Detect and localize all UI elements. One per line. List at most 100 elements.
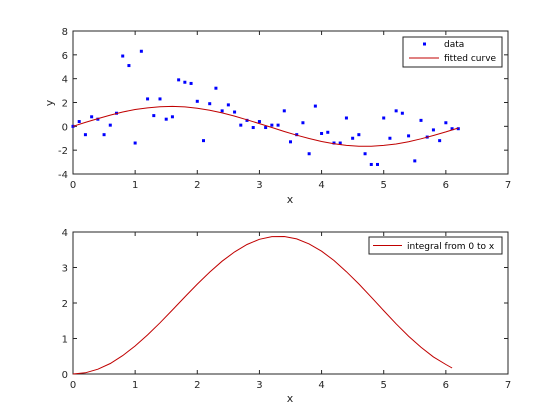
top-data-point xyxy=(338,141,342,145)
top-data-point xyxy=(133,141,137,145)
top-data-point xyxy=(257,120,261,124)
top-data-point xyxy=(220,109,224,113)
bottom-y-tick-label: 2 xyxy=(62,299,68,310)
top-x-tick-label: 1 xyxy=(132,180,138,191)
bottom-x-tick-label: 5 xyxy=(381,380,387,391)
top-data-point xyxy=(276,123,280,127)
top-data-point xyxy=(77,120,81,124)
top-data-point xyxy=(388,136,392,140)
top-legend: data fitted curve xyxy=(402,36,503,68)
bottom-tick-labels: 0 1 2 3 4 5 6 7 0 1 2 3 4 xyxy=(62,228,512,391)
top-data-point xyxy=(239,123,243,127)
bottom-plot-marks xyxy=(72,235,453,375)
top-data-point xyxy=(320,131,324,135)
top-tick-labels: 0 1 2 3 4 5 6 7 -4 -2 0 2 4 6 8 xyxy=(58,27,511,191)
top-y-axis-label: y xyxy=(43,99,56,106)
top-data-point xyxy=(146,97,150,101)
top-data-point xyxy=(90,115,94,119)
bottom-legend: integral from 0 to x xyxy=(368,236,503,255)
top-legend-label-data: data xyxy=(444,40,464,50)
top-x-tick-label: 7 xyxy=(505,180,511,191)
top-data-point xyxy=(456,127,460,131)
top-data-point xyxy=(127,64,131,68)
top-data-point xyxy=(313,104,317,108)
top-data-point xyxy=(369,162,373,166)
bottom-x-tick-label: 7 xyxy=(505,380,511,391)
top-x-tick-label: 3 xyxy=(256,180,262,191)
top-data-point xyxy=(189,81,193,85)
top-data-point xyxy=(363,152,367,156)
bottom-x-tick-label: 1 xyxy=(132,380,138,391)
bottom-y-tick-label: 3 xyxy=(62,264,68,275)
bottom-x-tick-label: 2 xyxy=(194,380,200,391)
top-data-point xyxy=(170,115,174,119)
bottom-subplot: 0 1 2 3 4 5 6 7 0 1 2 3 4 x integral from 0 to x xyxy=(62,228,512,405)
bottom-x-tick-label: 4 xyxy=(318,380,324,391)
top-plot-marks xyxy=(71,49,460,166)
bottom-y-tick-label: 1 xyxy=(62,335,68,346)
top-data-point xyxy=(419,118,423,122)
top-data-point xyxy=(444,121,448,125)
top-y-tick-label: 0 xyxy=(62,122,68,133)
top-y-tick-label: -2 xyxy=(58,146,68,157)
top-data-point xyxy=(102,133,106,137)
top-ticks xyxy=(72,30,509,175)
top-data-point xyxy=(202,139,205,143)
top-data-point xyxy=(307,152,311,156)
top-data-point xyxy=(251,126,255,130)
top-data-point xyxy=(301,121,305,125)
top-data-point xyxy=(208,102,212,106)
bottom-y-tick-label: 0 xyxy=(62,370,68,381)
top-legend-label-fitted: fitted curve xyxy=(444,54,497,64)
top-y-tick-label: 6 xyxy=(62,51,68,62)
top-data-point xyxy=(83,133,87,137)
top-data-point xyxy=(152,114,156,118)
bottom-y-tick-label: 4 xyxy=(62,228,68,239)
top-data-point xyxy=(332,141,336,145)
top-data-point xyxy=(431,128,435,132)
top-y-tick-label: -4 xyxy=(58,170,68,181)
bottom-x-axis-label: x xyxy=(287,392,294,405)
bottom-x-tick-label: 3 xyxy=(256,380,262,391)
top-data-point xyxy=(121,54,125,58)
top-data-point xyxy=(394,109,398,113)
top-data-point xyxy=(233,110,237,114)
top-data-point xyxy=(282,109,286,113)
top-x-tick-label: 4 xyxy=(318,180,324,191)
top-data-point xyxy=(264,126,268,130)
top-x-axis-label: x xyxy=(287,193,294,206)
top-data-point xyxy=(195,99,199,103)
top-data-point xyxy=(158,97,162,101)
top-data-point xyxy=(270,123,274,127)
bottom-x-tick-label: 0 xyxy=(70,380,76,391)
top-x-tick-label: 2 xyxy=(194,180,200,191)
bottom-legend-label-integral: integral from 0 to x xyxy=(407,242,495,252)
top-series-line-1 xyxy=(72,105,459,147)
top-y-tick-label: 2 xyxy=(62,99,68,110)
top-data-point xyxy=(344,116,348,120)
top-data-point xyxy=(382,116,386,120)
top-y-tick-label: 8 xyxy=(62,27,68,38)
top-data-point xyxy=(139,49,143,53)
top-data-point xyxy=(407,134,411,138)
top-data-point xyxy=(226,103,230,107)
top-data-point xyxy=(183,80,187,84)
top-data-point xyxy=(376,162,379,166)
top-data-point xyxy=(326,130,330,134)
top-data-point xyxy=(413,159,417,163)
top-data-point xyxy=(96,117,100,121)
top-x-tick-label: 5 xyxy=(381,180,387,191)
top-x-tick-label: 6 xyxy=(443,180,449,191)
top-y-tick-label: 4 xyxy=(62,75,68,86)
top-data-point xyxy=(450,127,454,131)
top-data-point xyxy=(108,123,112,127)
top-data-point xyxy=(164,117,168,121)
bottom-legend-box xyxy=(368,236,503,255)
top-data-point xyxy=(177,78,181,82)
top-legend-box xyxy=(402,36,503,68)
top-data-point xyxy=(438,139,442,143)
top-data-point xyxy=(357,133,361,137)
top-x-tick-label: 0 xyxy=(70,180,76,191)
top-data-point xyxy=(351,136,355,140)
